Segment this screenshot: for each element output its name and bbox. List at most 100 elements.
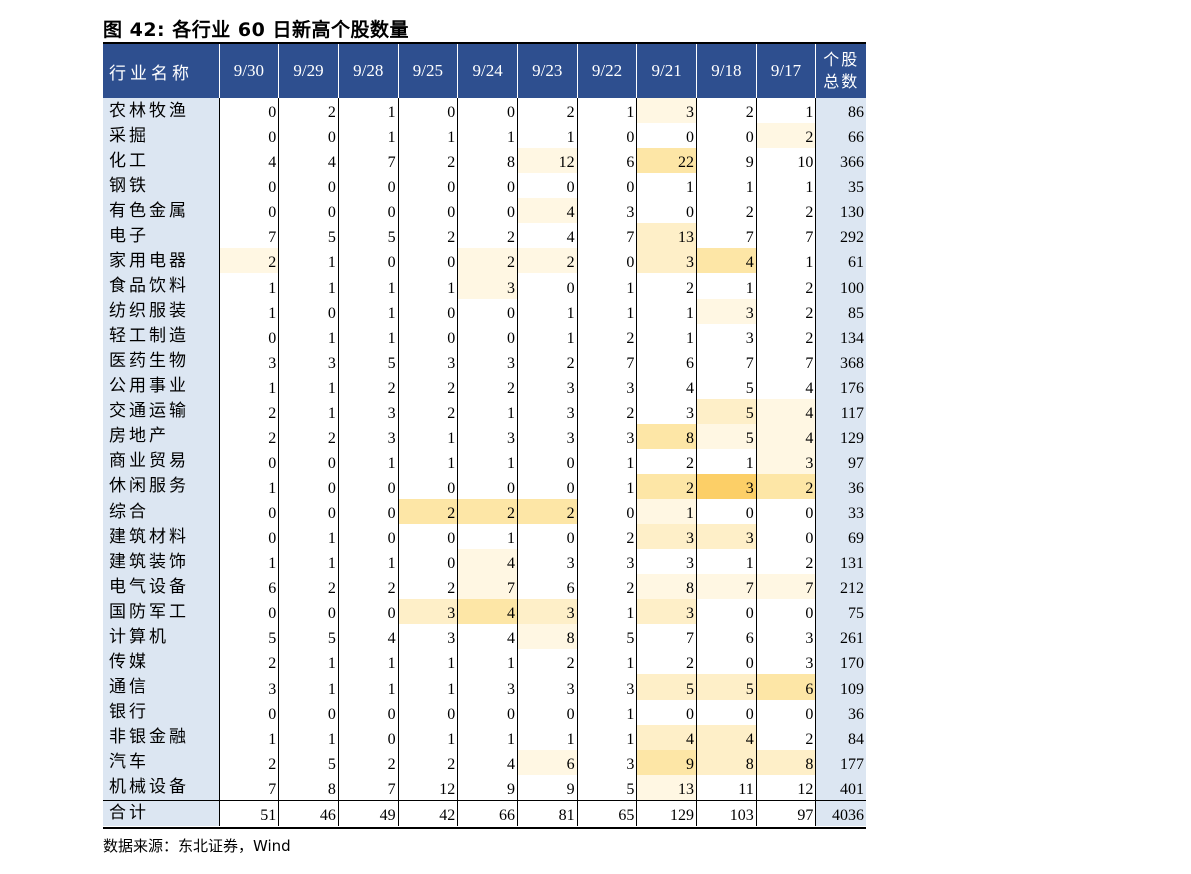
value-cell: 1 [398,724,459,750]
header-date: 9/30 [219,44,280,98]
value-cell: 2 [398,574,459,600]
value-cell: 0 [278,298,339,324]
total-stocks-cell: 261 [815,624,866,650]
value-cell: 0 [457,699,518,725]
value-cell: 2 [457,223,518,249]
total-stocks-cell: 36 [815,473,866,499]
value-cell: 9 [457,774,518,801]
value-cell: 2 [756,273,817,299]
value-cell: 1 [338,98,399,124]
table-row: 食品饮料 1 1 1 1 3 0 1 2 1 2 100 [103,273,866,299]
table-row: 国防军工 0 0 0 3 4 3 1 3 0 0 75 [103,599,866,625]
industry-name-cell: 银行 [103,699,220,725]
value-cell: 8 [756,749,817,775]
value-cell: 0 [457,198,518,224]
value-cell: 1 [219,298,280,324]
value-cell: 2 [636,473,698,499]
table-row: 交通运输 2 1 3 2 1 3 2 3 5 4 117 [103,398,866,424]
value-cell: 0 [457,298,518,324]
value-cell: 0 [338,173,399,199]
table-row: 钢铁 0 0 0 0 0 0 0 1 1 1 35 [103,173,866,199]
value-cell: 1 [398,423,459,449]
industry-name-cell: 纺织服装 [103,298,220,324]
top-rule [103,42,866,44]
value-cell: 3 [696,323,757,349]
value-cell: 3 [517,674,578,700]
value-cell: 6 [696,624,757,650]
value-cell: 7 [756,348,817,374]
value-cell: 0 [219,499,280,525]
value-cell: 1 [338,674,399,700]
value-cell: 3 [338,398,399,424]
value-cell: 9 [696,148,757,174]
value-cell: 46 [278,799,339,826]
industry-name-cell: 食品饮料 [103,273,220,299]
value-cell: 4 [457,749,518,775]
value-cell: 4 [219,148,280,174]
value-cell: 0 [219,448,280,474]
value-cell: 5 [278,749,339,775]
value-cell: 13 [636,774,698,801]
value-cell: 1 [577,448,638,474]
value-cell: 9 [636,749,698,775]
value-cell: 0 [338,724,399,750]
value-cell: 1 [636,323,698,349]
value-cell: 2 [457,499,518,525]
value-cell: 1 [756,173,817,199]
table-body: 农林牧渔 0 2 1 0 0 2 1 3 2 1 86 采掘 0 0 1 1 1 1 0 0 0 2 66 化工 4 4 7 2 8 12 6… [103,98,866,826]
value-cell: 4 [457,599,518,625]
total-stocks-cell: 366 [815,148,866,174]
value-cell: 1 [696,448,757,474]
value-cell: 1 [696,549,757,575]
value-cell: 7 [457,574,518,600]
industry-name-cell: 农林牧渔 [103,98,220,124]
total-stocks-cell: 69 [815,524,866,550]
value-cell: 0 [278,173,339,199]
table-header-row: 行业名称 9/30 9/29 9/28 9/25 9/24 9/23 9/22 9/21 9/18… [103,44,866,98]
value-cell: 0 [696,123,757,149]
value-cell: 22 [636,148,698,174]
value-cell: 2 [636,649,698,675]
value-cell: 1 [338,123,399,149]
value-cell: 1 [577,98,638,124]
value-cell: 1 [457,123,518,149]
value-cell: 3 [636,549,698,575]
table-row: 纺织服装 1 0 1 0 0 1 1 1 3 2 85 [103,298,866,324]
total-stocks-cell: 100 [815,273,866,299]
value-cell: 2 [278,574,339,600]
value-cell: 6 [517,574,578,600]
header-total-line2: 总数 [823,72,860,91]
value-cell: 0 [756,524,817,550]
value-cell: 11 [696,774,757,801]
value-cell: 0 [278,473,339,499]
value-cell: 3 [577,423,638,449]
value-cell: 1 [398,448,459,474]
industry-name-cell: 商业贸易 [103,448,220,474]
value-cell: 3 [278,348,339,374]
value-cell: 49 [338,799,399,826]
value-cell: 1 [278,649,339,675]
value-cell: 1 [577,599,638,625]
value-cell: 2 [398,373,459,399]
value-cell: 9 [517,774,578,801]
value-cell: 5 [696,373,757,399]
value-cell: 0 [398,549,459,575]
total-stocks-cell: 368 [815,348,866,374]
value-cell: 0 [756,499,817,525]
value-cell: 5 [577,774,638,801]
header-date: 9/25 [398,44,459,98]
table-row: 休闲服务 1 0 0 0 0 0 1 2 3 2 36 [103,473,866,499]
value-cell: 0 [398,699,459,725]
value-cell: 3 [517,423,578,449]
value-cell: 4 [696,724,757,750]
value-cell: 0 [219,123,280,149]
table-row: 汽车 2 5 2 2 4 6 3 9 8 8 177 [103,749,866,775]
value-cell: 2 [756,323,817,349]
value-cell: 0 [457,173,518,199]
value-cell: 4 [636,373,698,399]
value-cell: 1 [219,473,280,499]
industry-name-cell: 房地产 [103,423,220,449]
value-cell: 2 [517,499,578,525]
value-cell: 3 [756,448,817,474]
value-cell: 1 [517,724,578,750]
